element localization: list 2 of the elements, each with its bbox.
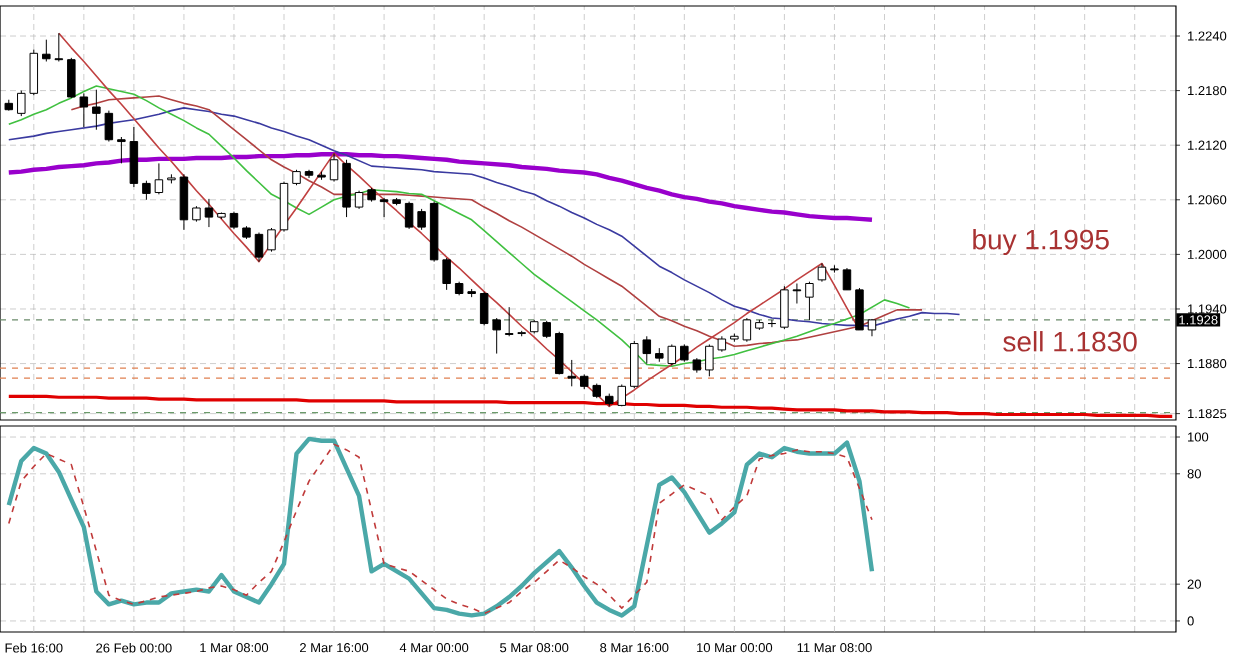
annotation: buy 1.1995 <box>973 228 1109 256</box>
annotation: sell 1.1830 <box>1003 331 1137 352</box>
